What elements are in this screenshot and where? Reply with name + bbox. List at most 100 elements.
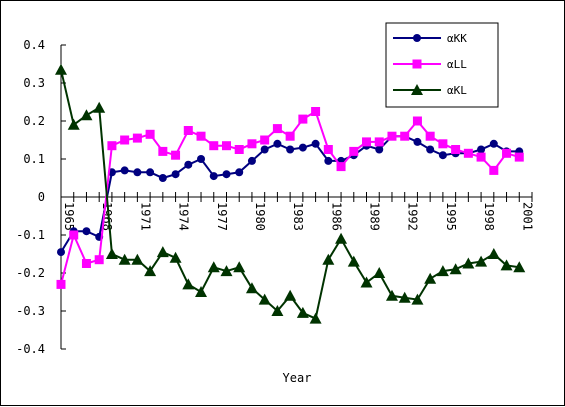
data-point-ll: [514, 152, 524, 162]
data-point-kl: [513, 261, 526, 273]
y-tick-label: -0.3: [16, 304, 45, 318]
data-point-ll: [94, 255, 104, 265]
data-point-kk: [477, 145, 486, 154]
x-tick-label: 1977: [215, 202, 229, 231]
data-point-kk: [438, 151, 447, 160]
legend-label: αKK: [447, 32, 467, 45]
data-point-kl: [55, 63, 67, 75]
data-point-kk: [247, 156, 256, 165]
data-point-ll: [132, 133, 142, 143]
data-point-ll: [234, 145, 244, 154]
data-point-kl: [436, 265, 449, 277]
y-tick-label: 0.3: [23, 76, 45, 90]
data-point-kk: [426, 145, 435, 154]
data-point-kl: [449, 263, 462, 275]
legend-label: αKL: [447, 84, 467, 97]
data-point-kl: [487, 248, 500, 259]
data-point-kk: [273, 139, 282, 148]
x-axis-label: Year: [283, 371, 312, 385]
data-point-ll: [489, 165, 499, 175]
data-point-kk: [235, 168, 244, 177]
data-point-kl: [462, 257, 475, 269]
data-point-kl: [258, 293, 271, 305]
x-axis-ticks: 1965 1968 1971 1974 1977 1980 1983 1986 1989 1992…: [60, 192, 534, 231]
legend-item-kl: αKL: [393, 84, 467, 97]
data-point-ll: [425, 131, 435, 141]
series-kk: [57, 132, 524, 257]
data-point-kk: [197, 155, 206, 163]
data-point-kk: [311, 139, 320, 148]
data-point-ll: [451, 145, 461, 154]
legend-marker: [411, 84, 423, 95]
data-point-kk: [286, 145, 295, 154]
data-point-ll: [476, 152, 486, 162]
data-point-kk: [375, 145, 384, 154]
x-tick-label: 1998: [482, 202, 496, 231]
data-point-kl: [118, 253, 131, 265]
data-point-kl: [475, 255, 488, 267]
data-point-ll: [374, 137, 384, 147]
data-point-ll: [221, 141, 231, 151]
series-layer: [55, 63, 526, 324]
x-tick-label: 1986: [329, 202, 343, 231]
data-point-kl: [424, 272, 437, 284]
y-tick-label: 0.1: [23, 152, 45, 166]
data-point-ll: [171, 150, 181, 160]
data-point-ll: [311, 107, 321, 116]
data-point-kl: [195, 286, 208, 297]
y-tick-label: 0.2: [23, 114, 45, 128]
data-point-kl: [144, 265, 157, 277]
data-point-kl: [335, 232, 348, 244]
data-point-kl: [131, 253, 144, 265]
y-tick-label: -0.2: [16, 266, 45, 280]
data-point-kl: [80, 109, 93, 121]
data-point-kl: [67, 118, 80, 130]
data-point-kl: [182, 278, 195, 290]
data-point-kk: [120, 166, 129, 175]
series-ll: [56, 107, 524, 289]
data-point-ll: [107, 141, 117, 151]
data-point-kl: [245, 282, 258, 294]
data-point-kl: [500, 259, 513, 271]
data-point-ll: [438, 139, 448, 149]
data-point-ll: [56, 279, 66, 289]
x-tick-label: 1989: [368, 202, 382, 231]
data-point-ll: [272, 124, 282, 134]
data-point-ll: [323, 145, 333, 154]
y-tick-label: -0.1: [16, 228, 45, 242]
x-tick-label: 1980: [253, 202, 267, 231]
data-point-kl: [169, 251, 182, 263]
data-point-kl: [271, 305, 284, 316]
legend: αKK αLL αKL: [385, 22, 499, 108]
data-point-kl: [233, 261, 246, 273]
legend-item-kk: αKK: [393, 32, 467, 45]
data-point-kk: [260, 145, 269, 154]
data-point-ll: [145, 129, 155, 139]
data-point-kk: [298, 143, 307, 152]
data-point-ll: [120, 135, 130, 145]
data-point-kl: [360, 276, 373, 288]
x-tick-label: 1971: [138, 202, 152, 231]
data-point-kk: [57, 248, 65, 257]
data-point-kl: [207, 261, 220, 273]
data-point-ll: [69, 230, 79, 240]
legend-marker: [413, 34, 421, 42]
y-tick-label: -0.4: [16, 342, 45, 356]
data-point-kk: [82, 227, 91, 236]
data-point-kk: [133, 168, 142, 177]
data-point-ll: [387, 131, 397, 141]
data-point-ll: [336, 162, 346, 172]
x-tick-label: 2001: [520, 202, 534, 231]
data-point-ll: [298, 114, 308, 124]
data-point-kl: [309, 312, 322, 324]
data-point-ll: [502, 148, 512, 158]
data-point-kl: [411, 293, 424, 305]
x-tick-label: 1965: [62, 202, 76, 231]
data-point-ll: [183, 126, 193, 135]
series-kl: [55, 63, 526, 324]
legend-label: αLL: [447, 58, 467, 71]
data-point-kk: [184, 160, 193, 169]
data-point-ll: [247, 139, 257, 149]
legend-item-ll: αLL: [393, 58, 467, 71]
